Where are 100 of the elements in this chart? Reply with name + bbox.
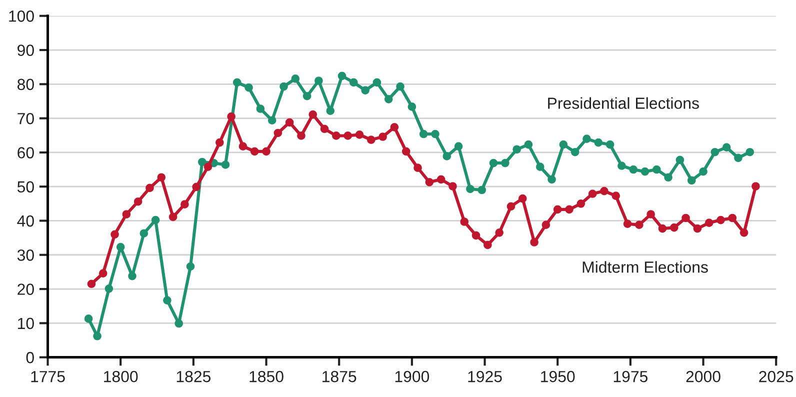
x-tick-label: 1950 [541,370,575,382]
point [122,210,131,218]
point [570,148,580,156]
point [495,228,504,237]
point [146,184,154,192]
point [274,128,282,138]
point [687,176,696,185]
point [664,173,672,182]
point [565,205,574,214]
point [746,148,754,156]
point [500,158,510,168]
point [752,182,760,190]
point [151,216,160,224]
point [104,284,114,293]
point [600,186,608,196]
point [658,224,667,233]
point [256,104,265,113]
point [221,160,230,169]
point [618,162,626,170]
point [489,158,498,168]
point [536,162,544,171]
point [244,83,253,92]
point [472,231,480,240]
point [606,140,614,149]
point [98,269,108,278]
point [704,218,714,227]
series-label: Midterm Elections [582,261,708,273]
point [168,212,178,222]
point [87,280,96,288]
point [238,142,248,150]
point [291,74,300,83]
x-tick-label: 1775 [31,371,65,382]
point [302,92,312,100]
point [646,210,655,218]
point [542,220,550,229]
point [548,175,556,184]
point [361,86,370,94]
point [349,78,358,87]
point [582,134,591,143]
point [448,182,457,190]
y-tick-label: 20 [18,284,34,295]
point [163,296,172,304]
x-tick-label: 1800 [104,370,138,382]
point [314,76,323,85]
point [722,143,731,152]
y-tick-label: 90 [18,44,34,56]
point [198,158,206,166]
point [110,230,119,239]
point [308,110,318,119]
point [204,162,212,171]
y-tick-label: 60 [18,147,34,158]
point [652,165,661,174]
point [506,202,516,211]
x-tick-label: 1925 [468,370,502,382]
x-tick-label: 1825 [176,370,211,382]
point [466,184,474,194]
point [425,178,434,186]
point [710,148,720,156]
point [180,200,189,209]
point [559,140,568,149]
point [478,186,486,194]
point [402,147,410,156]
point [384,95,393,104]
point [390,123,399,132]
point [553,205,562,214]
point [640,167,650,176]
point [518,194,527,203]
point [280,82,288,91]
point [740,228,748,237]
y-tick-label: 10 [18,318,34,330]
point [84,314,93,323]
point [285,118,294,127]
point [682,214,690,222]
point [594,138,603,147]
point [157,173,166,182]
point [262,147,270,156]
point [524,140,533,149]
x-tick-label: 1975 [614,370,648,382]
point [396,82,404,91]
text: Presidential Elections [548,97,699,109]
point [297,132,306,140]
point [635,220,644,229]
x-tick-label: 1875 [322,370,356,382]
point [134,197,142,206]
point [332,132,340,140]
point [378,132,387,141]
point [320,124,329,134]
point [227,112,236,121]
y-tick-label: 0 [26,352,34,364]
point [215,138,224,147]
point [512,145,521,154]
point [460,218,469,226]
point [693,224,702,233]
point [174,319,184,328]
point [192,182,201,192]
point [436,175,446,184]
point [484,240,492,250]
point [355,130,364,139]
point [232,78,242,87]
point [140,229,148,238]
